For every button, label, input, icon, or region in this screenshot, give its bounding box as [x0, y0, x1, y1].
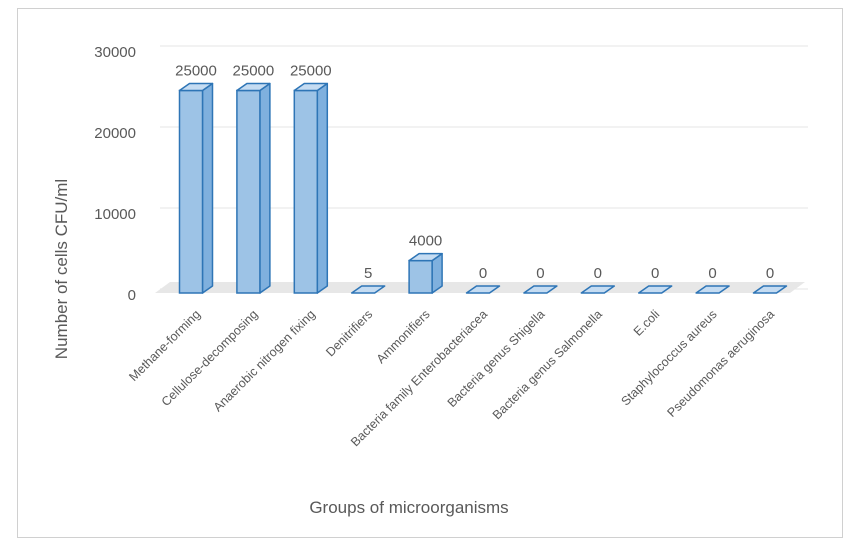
bar-top — [523, 285, 558, 294]
data-label: 0 — [708, 265, 716, 282]
y-tick-label: 10000 — [94, 206, 136, 223]
data-label: 4000 — [409, 233, 442, 250]
bar-top — [236, 82, 271, 92]
bar-top — [637, 285, 673, 294]
data-label: 0 — [651, 265, 659, 282]
bar-top — [293, 82, 329, 92]
y-axis-title: Number of cells CFU/ml — [52, 179, 71, 359]
x-axis-title: Groups of microorganisms — [309, 498, 508, 517]
bar-top — [580, 285, 616, 294]
bar — [236, 82, 271, 294]
data-label: 25000 — [290, 63, 332, 80]
category-label: E.coli — [631, 307, 663, 339]
bar-top — [695, 285, 730, 294]
data-label: 0 — [594, 265, 602, 282]
category-label: Bacteria genus Shigella — [445, 307, 548, 410]
data-labels: 25000 25000 25000 5 4000 0 0 0 0 0 0 — [175, 63, 774, 283]
y-tick-label: 30000 — [94, 44, 136, 61]
bar — [523, 285, 558, 294]
category-label: Ammonifiers — [374, 307, 433, 366]
bar-front — [236, 89, 261, 294]
data-label: 0 — [536, 265, 544, 282]
bar-side — [259, 82, 271, 294]
bar-front — [408, 259, 433, 294]
bar — [178, 82, 214, 294]
category-labels: Methane-formingCellulose-decomposingAnae… — [126, 307, 777, 449]
bar — [293, 82, 329, 294]
category-label: Denitrifiers — [323, 307, 375, 359]
data-label: 25000 — [175, 63, 217, 80]
bar-top — [465, 285, 501, 294]
bar — [408, 252, 443, 294]
bar — [752, 285, 788, 294]
data-label: 0 — [479, 265, 487, 282]
category-label: Anaerobic nitrogen fixing — [211, 307, 318, 414]
bar-top — [178, 82, 214, 92]
y-axis-ticks: 0 10000 20000 30000 — [94, 44, 136, 304]
category-label: Cellulose-decomposing — [159, 307, 261, 409]
data-label: 5 — [364, 265, 372, 282]
bar — [637, 285, 673, 294]
bar — [580, 285, 616, 294]
y-tick-label: 0 — [128, 287, 136, 304]
bar-top — [350, 285, 386, 294]
bar-front — [178, 89, 204, 294]
category-label: Bacteria genus Salmonella — [490, 307, 605, 422]
category-label: Pseudomonas aeruginosa — [665, 307, 778, 420]
bar — [350, 285, 386, 294]
bar — [695, 285, 730, 294]
bar-top — [752, 285, 788, 294]
bar-side — [201, 82, 214, 294]
bars — [178, 82, 788, 294]
bar-side — [316, 82, 329, 294]
data-label: 0 — [766, 265, 774, 282]
y-tick-label: 20000 — [94, 125, 136, 142]
bar-front — [293, 89, 319, 294]
category-label: Staphylococcus aureus — [618, 307, 719, 408]
data-label: 25000 — [233, 63, 275, 80]
bar — [465, 285, 501, 294]
bar-top — [408, 252, 443, 262]
